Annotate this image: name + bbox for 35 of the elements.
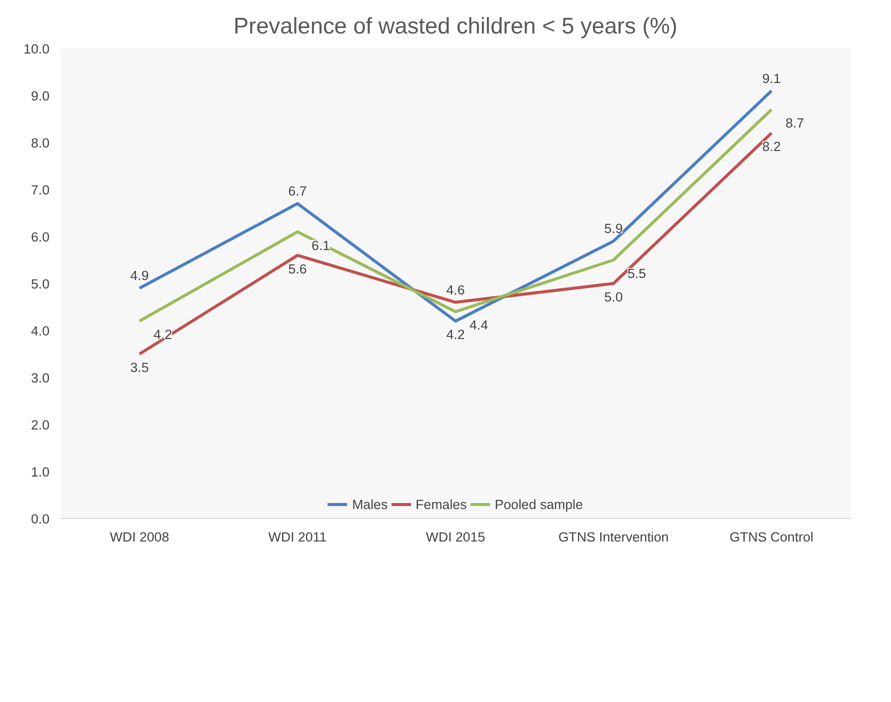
x-tick-label: WDI 2015: [426, 530, 486, 544]
x-tick-label: GTNS Intervention: [558, 530, 669, 544]
data-label: 8.2: [762, 139, 781, 154]
data-label: 4.4: [470, 318, 489, 333]
data-label: 6.7: [288, 184, 307, 199]
x-tick-label: WDI 2011: [268, 530, 327, 544]
data-label: 4.2: [446, 327, 465, 342]
y-tick-label: 0.0: [30, 512, 50, 526]
data-label: 5.6: [288, 261, 307, 276]
data-label: 4.6: [446, 282, 465, 298]
legend-label: Pooled sample: [494, 496, 583, 512]
x-tick-label: WDI 2008: [110, 530, 170, 544]
y-tick-label: 8.0: [30, 136, 50, 150]
y-tick-label: 1.0: [30, 464, 50, 480]
data-label: 4.2: [154, 327, 172, 342]
y-tick-label: 4.0: [30, 324, 50, 338]
chart-title: Prevalence of wasted children < 5 years (%): [234, 12, 678, 38]
y-tick-label: 6.0: [30, 230, 50, 244]
data-label: 4.9: [130, 268, 149, 284]
y-tick-label: 9.0: [30, 88, 50, 104]
data-label: 5.9: [604, 221, 623, 236]
y-tick-label: 5.0: [30, 276, 50, 292]
data-label: 6.1: [312, 238, 330, 253]
data-label: 5.0: [604, 290, 623, 304]
data-label: 3.5: [130, 360, 149, 375]
data-label: 8.7: [786, 116, 804, 131]
data-label: 5.5: [628, 266, 646, 281]
y-tick-label: 10.0: [24, 42, 50, 56]
data-label: 9.1: [762, 70, 781, 86]
legend-label: Males: [352, 496, 388, 512]
y-tick-label: 2.0: [30, 418, 50, 432]
y-tick-label: 7.0: [30, 182, 50, 198]
x-tick-label: GTNS Control: [730, 530, 814, 544]
legend-label: Females: [416, 496, 467, 512]
y-tick-label: 3.0: [30, 370, 50, 386]
